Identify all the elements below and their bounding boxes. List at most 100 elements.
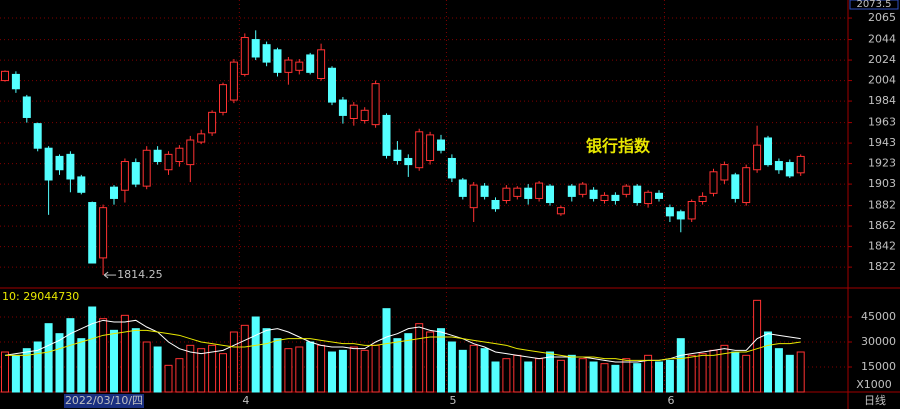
volume-bar (262, 328, 271, 393)
volume-bar (633, 363, 642, 393)
candle-body (251, 39, 260, 58)
candle-body (1, 70, 9, 82)
volume-bar (731, 351, 740, 393)
candle-body (88, 202, 97, 264)
candle-body (66, 153, 75, 180)
volume-bar (491, 361, 500, 393)
volume-bar (175, 358, 184, 393)
volume-bar (535, 358, 544, 393)
cursor-price: 2073.5 (857, 0, 892, 10)
volume-bar (513, 354, 522, 393)
candle-body (556, 207, 565, 215)
candle-body (502, 187, 511, 201)
cursor-price-box (849, 0, 899, 10)
candle-body (404, 157, 413, 166)
candle-body (219, 84, 227, 113)
candle-body (393, 149, 402, 162)
volume-bar (120, 314, 129, 393)
candle-body (589, 189, 598, 199)
candle-body (742, 167, 751, 204)
candle-body (142, 149, 151, 187)
volume-label: 10: 29044730 (2, 290, 79, 303)
candle-body (77, 176, 86, 193)
volume-bar (720, 344, 729, 393)
volume-bar (415, 323, 424, 393)
volume-bar (785, 354, 794, 393)
volume-bar (229, 331, 238, 393)
period-label: 日线 (864, 393, 886, 407)
candle-body (360, 109, 369, 122)
y-tick-label: 2065 (868, 11, 896, 24)
candle-body (764, 137, 772, 166)
candle-body (153, 149, 162, 163)
volume-bar (33, 341, 42, 393)
candle-body (262, 44, 271, 63)
volume-bar (644, 354, 653, 393)
y-tick-label: 1882 (868, 199, 896, 212)
volume-bar (55, 333, 64, 393)
candle-body (11, 73, 20, 90)
volume-bar (240, 324, 249, 393)
volume-bar (1, 351, 9, 393)
volume-bar (600, 363, 609, 393)
volume-bar (382, 308, 391, 393)
candle-body (273, 49, 282, 73)
volume-bar (273, 338, 282, 393)
volume-bar (77, 338, 86, 393)
candle-body (578, 183, 587, 195)
volume-bar (480, 348, 489, 393)
volume-bar (665, 359, 674, 393)
y-tick-label: 2024 (868, 53, 896, 66)
y-tick-label: 1822 (868, 260, 896, 273)
candle-body (644, 191, 653, 205)
cursor-date: 2022/03/10/四 (65, 394, 143, 407)
volume-bar (99, 318, 108, 393)
volume-bar (404, 333, 413, 393)
candle-body (655, 192, 663, 199)
volume-bar (753, 299, 762, 393)
volume-bar (110, 329, 118, 393)
y-tick-label: 2044 (868, 33, 896, 46)
candle-body (774, 161, 783, 171)
candle-body (349, 104, 358, 119)
y-tick-label: 15000 (861, 360, 896, 373)
volume-bar (371, 344, 380, 393)
candle-body (796, 155, 805, 174)
candle-body (186, 139, 195, 166)
candle-body (437, 139, 445, 151)
volume-bar (219, 353, 227, 393)
candle-body (317, 49, 326, 80)
y-tick-label: 2004 (868, 74, 896, 87)
candle-body (447, 157, 456, 179)
volume-bar (774, 348, 783, 393)
candle-body (55, 155, 64, 171)
candle-body (676, 211, 685, 220)
volume-bar (208, 344, 217, 393)
y-tick-label: 1862 (868, 219, 896, 232)
volume-bar (742, 354, 751, 393)
candle-body (698, 195, 707, 203)
candle-body (633, 185, 642, 204)
volume-bar (567, 354, 576, 393)
volume-bar (687, 354, 696, 393)
volume-bar (360, 349, 369, 393)
volume-bar (437, 328, 445, 393)
candle-body (33, 123, 42, 149)
candle-body (306, 54, 315, 73)
candle-body (131, 162, 140, 185)
candle-body (567, 185, 576, 197)
volume-bar (447, 341, 456, 393)
y-tick-label: 1984 (868, 94, 896, 107)
candle-body (469, 184, 478, 209)
volume-bar (131, 328, 140, 393)
candle-body (687, 201, 696, 220)
candle-body (731, 174, 740, 199)
y-tick-label: 45000 (861, 310, 896, 323)
candle-body (600, 194, 609, 201)
volume-bar (469, 344, 478, 393)
volume-bar (622, 358, 631, 393)
candle-body (371, 83, 380, 126)
volume-bar (317, 344, 326, 393)
candle-body (480, 185, 489, 197)
candle-body (197, 133, 206, 143)
